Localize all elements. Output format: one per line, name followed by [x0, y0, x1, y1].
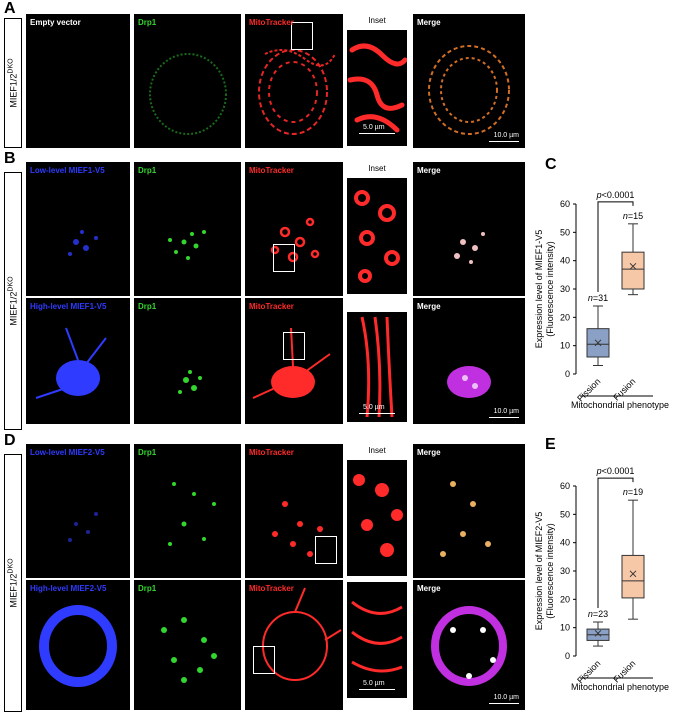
n-label: n=19: [623, 487, 643, 497]
significance-bracket: [597, 201, 634, 292]
micrograph-mitotracker: MitoTracker: [245, 444, 343, 578]
micrograph-empty-vector: Empty vector: [26, 14, 130, 148]
micrograph-merge: Merge: [413, 162, 525, 296]
panel-label-a: A: [4, 0, 16, 17]
x-axis-label: Mitochondrial phenotype: [571, 400, 669, 410]
y-tick-label: 40: [560, 538, 570, 548]
y-tick-label: 10: [560, 623, 570, 633]
micrograph-low-mief1: Low-level MIEF1-V5: [26, 162, 130, 296]
y-tick-label: 60: [560, 199, 570, 209]
y-tick-label: 20: [560, 312, 570, 322]
inset-panel: 5.0 µm: [345, 310, 409, 424]
y-axis-label: Expression level of MIEF2-V5: [534, 512, 544, 631]
micrograph-merge: Merge 10.0 µm: [413, 14, 525, 148]
box: [621, 251, 645, 290]
box-plot-mief2: 0 10 20 30 40 50 60 Expression level of MIEF2-V…: [534, 466, 669, 692]
mean-marker: [629, 570, 637, 578]
mean-marker: [594, 629, 602, 637]
y-axis-label-2: (Fluorescence intensity): [545, 241, 555, 337]
panel-label-c: C: [545, 156, 557, 173]
micrograph-drp1: Drp1: [134, 162, 241, 296]
n-label: n=15: [623, 211, 643, 221]
x-tick-label: Fusion: [611, 658, 637, 684]
dko-label-d: MIEF1/2DKO: [4, 454, 22, 712]
micrograph-drp1: Drp1: [134, 14, 241, 148]
y-tick-label: 10: [560, 341, 570, 351]
significance-bracket: [597, 477, 634, 608]
inset-selection-box: [291, 22, 313, 50]
micrograph-mitotracker: MitoTracker: [245, 580, 343, 710]
dko-label-b: MIEF1/2DKO: [4, 172, 22, 430]
y-tick-label: 50: [560, 227, 570, 237]
y-tick-label: 0: [565, 369, 570, 379]
inset-selection-box: [273, 244, 295, 272]
panel-label-b: B: [4, 150, 16, 167]
micrograph-mitotracker: MitoTracker: [245, 298, 343, 424]
x-axis-label: Mitochondrial phenotype: [571, 682, 669, 692]
inset-selection-box: [283, 332, 305, 360]
inset-panel: Inset 5.0 µm: [345, 14, 409, 148]
y-axis-label-2: (Fluorescence intensity): [545, 523, 555, 619]
y-tick-label: 50: [560, 509, 570, 519]
y-tick-label: 20: [560, 594, 570, 604]
micrograph-merge: Merge 10.0 µm: [413, 298, 525, 424]
micrograph-mitotracker: MitoTracker: [245, 14, 343, 148]
inset-panel: Inset: [345, 444, 409, 578]
n-label: n=23: [588, 609, 608, 619]
micrograph-low-mief2: Low-level MIEF2-V5: [26, 444, 130, 578]
p-value: p<0.0001: [596, 190, 635, 200]
inset-panel: 5.0 µm: [345, 580, 409, 700]
micrograph-drp1: Drp1: [134, 580, 241, 710]
y-axis-label: Expression level of MIEF1-V5: [534, 230, 544, 349]
mean-marker: [594, 339, 602, 347]
mean-marker: [629, 262, 637, 270]
inset-selection-box: [315, 536, 337, 564]
n-label: n=31: [588, 293, 608, 303]
inset-selection-box: [253, 646, 275, 674]
micrograph-high-mief2: High-level MIEF2-V5: [26, 580, 130, 710]
box-plot-mief1: 0 10 20 30 40 50 60 Expression level of MIEF1-V…: [534, 190, 669, 410]
micrograph-drp1: Drp1: [134, 298, 241, 424]
micrograph-drp1: Drp1: [134, 444, 241, 578]
inset-panel: Inset: [345, 162, 409, 296]
micrograph-high-mief1: High-level MIEF1-V5: [26, 298, 130, 424]
micrograph-merge: Merge: [413, 444, 525, 578]
dko-label-a: MIEF1/2DKO: [4, 18, 22, 148]
panel-label-d: D: [4, 432, 16, 449]
micrograph-merge: Merge 10.0 µm: [413, 580, 525, 710]
p-value: p<0.0001: [596, 466, 635, 476]
y-tick-label: 30: [560, 566, 570, 576]
x-tick-label: Fusion: [611, 376, 637, 402]
micrograph-mitotracker: MitoTracker: [245, 162, 343, 296]
y-tick-label: 30: [560, 284, 570, 294]
y-tick-label: 60: [560, 481, 570, 491]
panel-label-e: E: [545, 436, 556, 453]
box: [621, 554, 645, 599]
y-tick-label: 0: [565, 651, 570, 661]
y-tick-label: 40: [560, 256, 570, 266]
